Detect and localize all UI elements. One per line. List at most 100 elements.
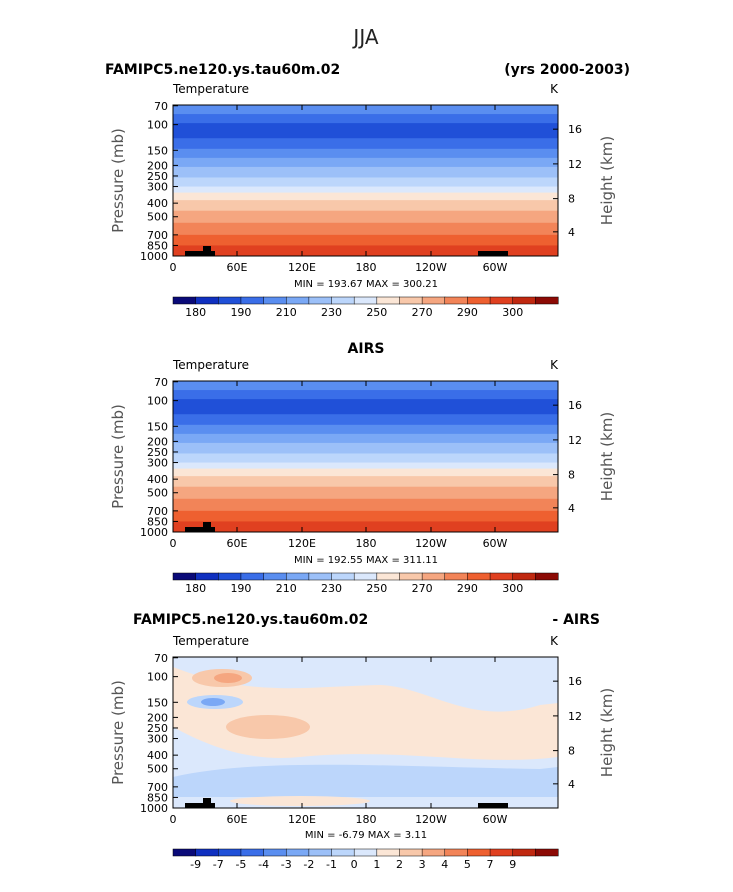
min-max-label: MIN = 192.55 MAX = 311.11 [294,555,438,566]
y-tick-label: 70 [154,652,168,665]
colorbar-swatch [240,572,265,581]
colorbar-label: -7 [213,858,224,871]
contour-band [173,222,558,236]
colorbar-label: 4 [441,858,448,871]
x-tick-label: 120E [288,537,316,550]
y-tick-label: 400 [147,749,168,762]
colorbar-swatch [331,296,355,305]
y-tick-label: 850 [147,239,168,252]
colorbar-label: 9 [509,858,516,871]
contour-band [173,390,558,400]
contour-band [173,148,558,159]
colorbar-swatch [421,848,446,857]
contour-band [173,521,558,532]
colorbar-swatch [353,572,378,581]
contour-band [173,476,558,488]
y-tick-label: 70 [154,100,168,113]
y-tick-label: 850 [147,515,168,528]
y-right-tick-label: 8 [568,193,575,206]
min-max-label: MIN = -6.79 MAX = 3.11 [305,830,427,841]
x-tick-label: 60E [227,261,248,274]
colorbar-swatch [285,572,310,581]
colorbar-swatch [285,848,310,857]
plot-area [173,381,558,532]
y-tick-label: 70 [154,376,168,389]
y-tick-label: 100 [147,119,168,132]
colorbar-swatch [263,572,287,581]
contour-band [173,114,558,124]
y-right-tick-label: 12 [568,158,582,171]
colorbar-label: 180 [185,582,206,595]
y-right-tick-label: 16 [568,123,582,136]
y-axis-label: Pressure (mb) [109,128,127,233]
colorbar-swatch [512,848,536,857]
y-right-axis-label: Height (km) [598,412,616,501]
terrain-mask [185,803,215,808]
colorbar-swatch [195,848,219,857]
y-tick-label: 850 [147,791,168,804]
colorbar-swatch [399,572,423,581]
colorbar-swatch [376,848,401,857]
y-tick-label: 500 [147,763,168,776]
plot-area [173,105,558,256]
colorbar-swatch [218,848,242,857]
colorbar-swatch [331,848,355,857]
contour-band [173,210,558,224]
variable-label: Temperature [172,358,249,372]
terrain-mask [203,798,211,803]
y-tick-label: 700 [147,505,168,518]
contour-band [173,186,558,194]
y-right-tick-label: 4 [568,778,575,791]
y-tick-label: 300 [147,457,168,470]
colorbar-label: 270 [412,582,433,595]
middle-label: AIRS [348,341,385,357]
bottom-left-label: FAMIPC5.ne120.ys.tau60m.02 [133,612,368,628]
x-tick-label: 120E [288,261,316,274]
y-right-axis-label: Height (km) [598,688,616,777]
x-tick-label: 60W [483,537,508,550]
y-right-axis-label: Height (km) [598,136,616,225]
colorbar-label: -3 [281,858,292,871]
y-tick-label: 400 [147,473,168,486]
colorbar-swatch [218,296,242,305]
contour-band [173,453,558,464]
colorbar-label: 230 [321,306,342,319]
y-tick-label: 250 [147,446,168,459]
chart-panel: Temperature K7010015020025030040050070085… [109,634,616,871]
colorbar-swatch [172,848,197,857]
y-tick-label: 500 [147,487,168,500]
colorbar-label: 290 [457,582,478,595]
contour-band [173,424,558,435]
colorbar-swatch [489,848,514,857]
colorbar-label: 210 [276,306,297,319]
x-tick-label: 180 [356,813,377,826]
colorbar-label: 210 [276,582,297,595]
x-tick-label: 120E [288,813,316,826]
x-tick-label: 120W [415,537,447,550]
contour-band [173,234,558,247]
x-tick-label: 120W [415,813,447,826]
contour-band [214,673,242,683]
figure-title: JJA [351,25,378,49]
colorbar-swatch [512,296,536,305]
colorbar-label: -9 [190,858,201,871]
contour-band [173,399,558,415]
y-right-tick-label: 4 [568,502,575,515]
x-tick-label: 0 [170,813,177,826]
x-tick-label: 60W [483,813,508,826]
x-tick-label: 0 [170,261,177,274]
units-label: K [550,82,559,96]
colorbar-swatch [308,572,333,581]
terrain-mask [478,251,508,256]
contour-band [173,177,558,188]
contour-band [173,498,558,512]
colorbar-swatch [535,572,559,581]
chart-panel: Temperature K7010015020025030040050070085… [109,358,616,595]
contour-band [173,245,558,256]
colorbar-swatch [489,572,514,581]
colorbar-label: 290 [457,306,478,319]
y-axis-label: Pressure (mb) [109,680,127,785]
colorbar-swatch [240,848,265,857]
x-tick-label: 60W [483,261,508,274]
y-right-tick-label: 16 [568,399,582,412]
